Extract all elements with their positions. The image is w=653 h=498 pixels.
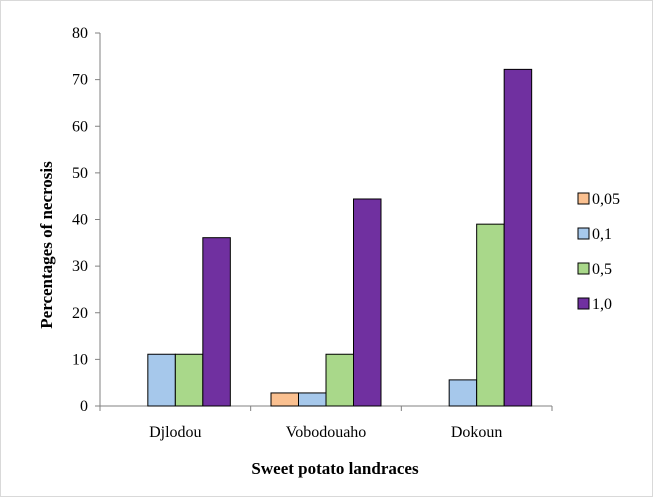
bar-0-1-djlodou	[148, 354, 176, 406]
bars	[148, 69, 532, 406]
x-category-label: Vobodouaho	[286, 424, 367, 441]
legend-label: 0,1	[592, 226, 612, 243]
y-tick-label: 20	[72, 305, 88, 322]
legend-label: 0,5	[592, 261, 612, 278]
y-tick-label: 70	[72, 72, 88, 89]
y-axis-title: Percentages of necrosis	[37, 161, 56, 329]
x-category-label: Dokoun	[451, 424, 503, 441]
legend: 0,05 0,1 0,5 1,0	[578, 191, 620, 313]
y-tick-label: 30	[72, 258, 88, 275]
bar-0-5-vobodouaho	[326, 354, 354, 406]
y-tick-label: 80	[72, 25, 88, 42]
bar-1-0-dokoun	[504, 69, 531, 406]
bar-0-5-djlodou	[175, 354, 203, 406]
legend-swatch	[578, 263, 589, 274]
bar-0-1-dokoun	[449, 380, 477, 406]
y-tick-label: 40	[72, 212, 88, 229]
x-axis-categories: Djlodou Vobodouaho Dokoun	[100, 406, 552, 441]
legend-swatch	[578, 193, 589, 204]
y-tick-label: 50	[72, 165, 88, 182]
y-tick-label: 10	[72, 351, 88, 368]
legend-label: 1,0	[592, 296, 612, 313]
legend-label: 0,05	[592, 191, 620, 208]
bar-0-05-vobodouaho	[271, 393, 299, 406]
x-category-label: Djlodou	[149, 424, 201, 441]
y-tick-label: 60	[72, 118, 88, 135]
legend-swatch	[578, 228, 589, 239]
bar-1-0-vobodouaho	[354, 199, 382, 406]
y-axis-ticks: 0 10 20 30 40 50 60 70 80	[72, 25, 100, 415]
x-axis-title: Sweet potato landraces	[251, 459, 419, 478]
bar-0-5-dokoun	[477, 224, 505, 406]
bar-1-0-djlodou	[203, 238, 231, 406]
legend-swatch	[578, 298, 589, 309]
bar-0-1-vobodouaho	[299, 393, 327, 406]
y-tick-label: 0	[80, 398, 88, 415]
